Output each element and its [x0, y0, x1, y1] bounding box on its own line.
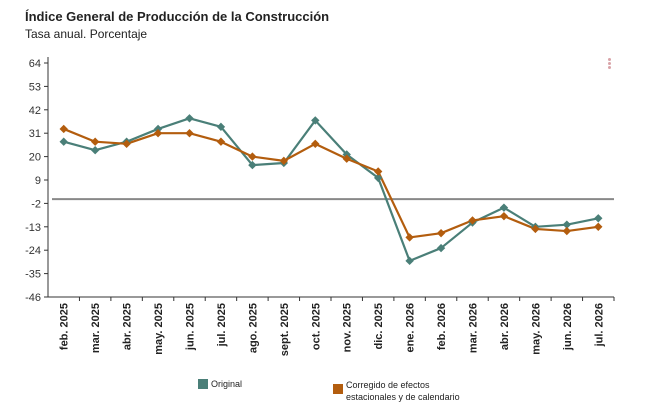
data-point-s1-16 [562, 226, 572, 236]
data-point-s0-5 [216, 122, 226, 132]
data-point-s1-12 [436, 228, 446, 238]
data-point-s1-17 [594, 222, 603, 231]
y-tick-label-3: 31 [29, 128, 41, 140]
y-tick-label-5: 9 [35, 175, 41, 187]
y-tick-label-8: -24 [25, 245, 41, 257]
chart-axes: 64 53 42 31 20 9 -2 -13 -24 -35 -46 feb. 2025 mar. 2… [25, 57, 615, 356]
data-point-s1-5 [216, 137, 226, 146]
y-tick-label-10: -46 [25, 292, 41, 304]
y-tick-label-2: 42 [29, 105, 41, 117]
series-line-1 [63, 127, 599, 239]
data-point-s1-10 [373, 167, 383, 176]
data-point-s1-15 [531, 224, 540, 234]
legend-swatch-original [198, 379, 208, 389]
x-tick-label-13: mar. 2026 [468, 303, 480, 353]
data-point-s1-14 [499, 211, 509, 221]
series-markers [59, 114, 603, 266]
data-point-s1-4 [185, 129, 194, 138]
x-tick-label-0: feb. 2025 [59, 303, 71, 350]
data-point-s0-12 [436, 243, 446, 253]
chart-subtitle: Tasa anual. Porcentaje [25, 27, 148, 41]
x-tick-label-4: jun. 2025 [185, 303, 197, 351]
x-tick-label-12: feb. 2026 [436, 303, 448, 350]
data-point-s0-0 [59, 137, 68, 146]
data-point-s0-8 [311, 116, 320, 125]
x-tick-label-7: sept. 2025 [279, 303, 291, 356]
x-tick-label-8: oct. 2025 [310, 303, 322, 350]
data-point-s1-6 [248, 152, 257, 161]
x-tick-label-14: abr. 2026 [499, 303, 511, 350]
data-point-s0-6 [248, 160, 257, 170]
data-point-s0-14 [499, 203, 509, 212]
data-point-s0-9 [342, 150, 351, 159]
data-point-s1-7 [279, 156, 289, 166]
x-tick-label-10: dic. 2025 [373, 303, 385, 349]
chart-menu-icon[interactable] [607, 58, 613, 72]
x-tick-label-17: jul. 2026 [593, 303, 605, 347]
x-tick-label-9: nov. 2025 [342, 303, 354, 352]
data-point-s1-9 [342, 154, 351, 163]
legend-swatch-corregido [333, 384, 343, 394]
y-tick-label-7: -13 [25, 222, 41, 234]
data-point-s0-4 [185, 114, 194, 123]
legend-label-corregido: Corregido de efectos estacionales y de c… [346, 380, 460, 402]
x-tick-label-1: mar. 2025 [90, 303, 102, 353]
y-tick-label-9: -35 [25, 269, 41, 281]
x-tick-label-5: jul. 2025 [216, 303, 228, 347]
x-tick-label-3: may. 2025 [153, 303, 165, 355]
x-tick-label-2: abr. 2025 [122, 303, 134, 350]
data-point-s0-11 [405, 256, 414, 266]
data-point-s0-17 [594, 214, 603, 223]
data-point-s1-2 [122, 139, 131, 149]
series-lines [63, 117, 599, 262]
x-tick-label-11: ene. 2026 [405, 303, 417, 353]
data-point-s1-1 [90, 137, 100, 146]
data-point-s1-3 [153, 129, 163, 138]
data-point-s1-8 [311, 139, 320, 149]
data-point-s0-16 [562, 220, 572, 229]
chart-title: Índice General de Producción de la Const… [25, 9, 330, 24]
x-tick-label-6: ago. 2025 [247, 303, 259, 353]
legend-label-original: Original [211, 379, 243, 389]
y-tick-label-1: 53 [29, 81, 41, 93]
data-point-s0-10 [373, 173, 383, 183]
series-line-0 [63, 117, 599, 262]
y-tick-label-4: 20 [29, 152, 41, 164]
data-point-s0-3 [153, 124, 163, 134]
data-point-s1-11 [405, 233, 414, 242]
data-point-s0-1 [90, 146, 100, 155]
y-tick-label-6: -2 [31, 198, 41, 210]
x-tick-label-15: may. 2026 [530, 303, 542, 355]
y-tick-label-0: 64 [29, 58, 41, 70]
data-point-s1-13 [468, 216, 477, 225]
x-tick-label-16: jun. 2026 [562, 303, 574, 351]
data-point-s1-0 [59, 124, 68, 134]
